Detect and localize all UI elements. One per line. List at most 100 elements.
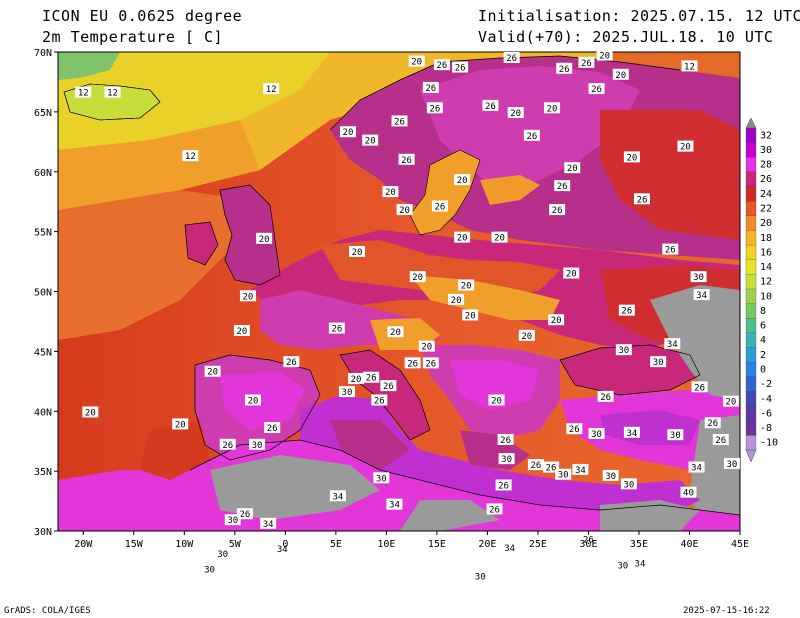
contour-label-box — [338, 386, 355, 398]
lat-tick-label: 70N — [34, 48, 52, 59]
contour-label: 20 — [615, 71, 626, 81]
contour-label-box — [204, 365, 221, 377]
contour-label: 26 — [425, 84, 436, 94]
contour-label: 20 — [494, 234, 505, 244]
contour-label-box — [650, 356, 667, 368]
contour-label-box — [488, 394, 505, 406]
contour-label: 20 — [385, 188, 396, 198]
contour-label-box — [597, 390, 614, 402]
contour-label: 26 — [407, 359, 418, 369]
contour-label-box — [482, 99, 499, 111]
colorbar-label: -4 — [760, 394, 772, 405]
contour-label: 26 — [366, 374, 377, 384]
contour-label: 20 — [85, 408, 96, 418]
contour-label-box — [667, 429, 684, 441]
colorbar-segment — [745, 288, 757, 305]
contour-label: 20 — [567, 164, 578, 174]
contour-label: 26 — [715, 436, 726, 446]
colorbar-label: -6 — [760, 408, 772, 419]
contour-label: 20 — [510, 109, 521, 119]
valid-time: Valid(+70): 2025.JUL.18. 10 UTC — [478, 28, 774, 46]
contour-label-box — [614, 559, 631, 571]
contour-label-box — [382, 186, 399, 198]
contour-label-box — [349, 245, 366, 257]
contour-label: 34 — [277, 545, 288, 555]
contour-label-box — [518, 329, 535, 341]
contour-label: 30 — [475, 573, 486, 583]
contour-label-box — [690, 271, 707, 283]
contour-label: 30 — [617, 562, 628, 572]
contour-label: 30 — [623, 480, 634, 490]
colorbar-segment — [745, 274, 757, 290]
contour-label: 26 — [429, 104, 440, 114]
contour-label-box — [563, 267, 580, 279]
contour-label-box — [75, 86, 92, 98]
contour-label: 26 — [267, 424, 278, 434]
contour-label: 20 — [421, 343, 432, 353]
lon-tick-label: 45E — [731, 539, 749, 550]
contour-label: 20 — [521, 332, 532, 342]
contour-label-box — [615, 344, 632, 356]
contour-label-box — [623, 151, 640, 163]
contour-label-box — [486, 503, 503, 515]
contour-label: 26 — [583, 535, 594, 545]
contour-label: 20 — [343, 128, 354, 138]
contour-label-box — [458, 279, 475, 291]
contour-label: 40 — [683, 489, 694, 499]
lon-tick-label: 15W — [125, 539, 144, 550]
contour-label-box — [348, 372, 365, 384]
contour-label: 20 — [465, 311, 476, 321]
contour-label: 26 — [600, 393, 611, 403]
lat-tick-label: 60N — [34, 168, 52, 179]
contour-label-box — [555, 468, 572, 480]
contour-label-box — [596, 49, 613, 61]
latitude-axis: 70N 65N 60N 55N 50N 45N 40N 35N 30N — [34, 48, 58, 538]
colorbar-bottom-arrow — [745, 449, 757, 463]
contour-label-box — [662, 243, 679, 255]
contour-label: 26 — [530, 461, 541, 471]
contour-label-box — [548, 314, 565, 326]
contour-label: 34 — [635, 559, 646, 569]
contour-label: 26 — [552, 206, 563, 216]
contour-label: 20 — [236, 327, 247, 337]
contour-label-box — [433, 59, 450, 71]
lon-tick-label: 0 — [282, 539, 288, 550]
contour-label-box — [588, 83, 605, 95]
colorbar-segment — [745, 332, 757, 349]
contour-label: 12 — [185, 152, 196, 162]
contour-label: 20 — [626, 153, 637, 163]
colorbar-segment — [745, 186, 757, 202]
colorbar-segment — [745, 157, 757, 173]
colorbar-label: -10 — [760, 438, 778, 449]
contour-label: 26 — [437, 61, 448, 71]
contour-label: 26 — [455, 64, 466, 74]
colorbar-segment — [745, 435, 757, 451]
colorbar-segment — [745, 127, 757, 144]
colorbar-label: 0 — [760, 365, 766, 376]
contour-label-box — [620, 478, 637, 490]
contour-label: 30 — [618, 346, 629, 356]
contour-label-box — [82, 406, 99, 418]
contour-label: 34 — [575, 466, 586, 476]
longitude-axis: 20W 15W 10W 5W 0 5E 10E 15E 20E 25E 30E 35E 40E 45E — [74, 531, 749, 550]
contour-label: 26 — [374, 396, 385, 406]
contour-label: 26 — [401, 156, 412, 166]
colorbar-label: 20 — [760, 218, 772, 229]
contour-label: 34 — [667, 340, 678, 350]
contour-label: 26 — [394, 117, 405, 127]
lon-tick-label: 5W — [229, 539, 242, 550]
contour-label-box — [233, 325, 250, 337]
contour-label-box — [723, 457, 740, 469]
contour-label-box — [556, 62, 573, 74]
contour-label: 34 — [389, 501, 400, 511]
colorbar-segment — [745, 347, 757, 363]
contour-label: 26 — [665, 246, 676, 256]
contour-label: 20 — [411, 58, 422, 68]
colorbar-label: -8 — [760, 423, 772, 434]
contour-label: 30 — [605, 472, 616, 482]
contour-label-box — [623, 426, 640, 438]
contour-label: 30 — [376, 474, 387, 484]
contour-label-box — [498, 453, 515, 465]
contour-label: 20 — [248, 396, 259, 406]
